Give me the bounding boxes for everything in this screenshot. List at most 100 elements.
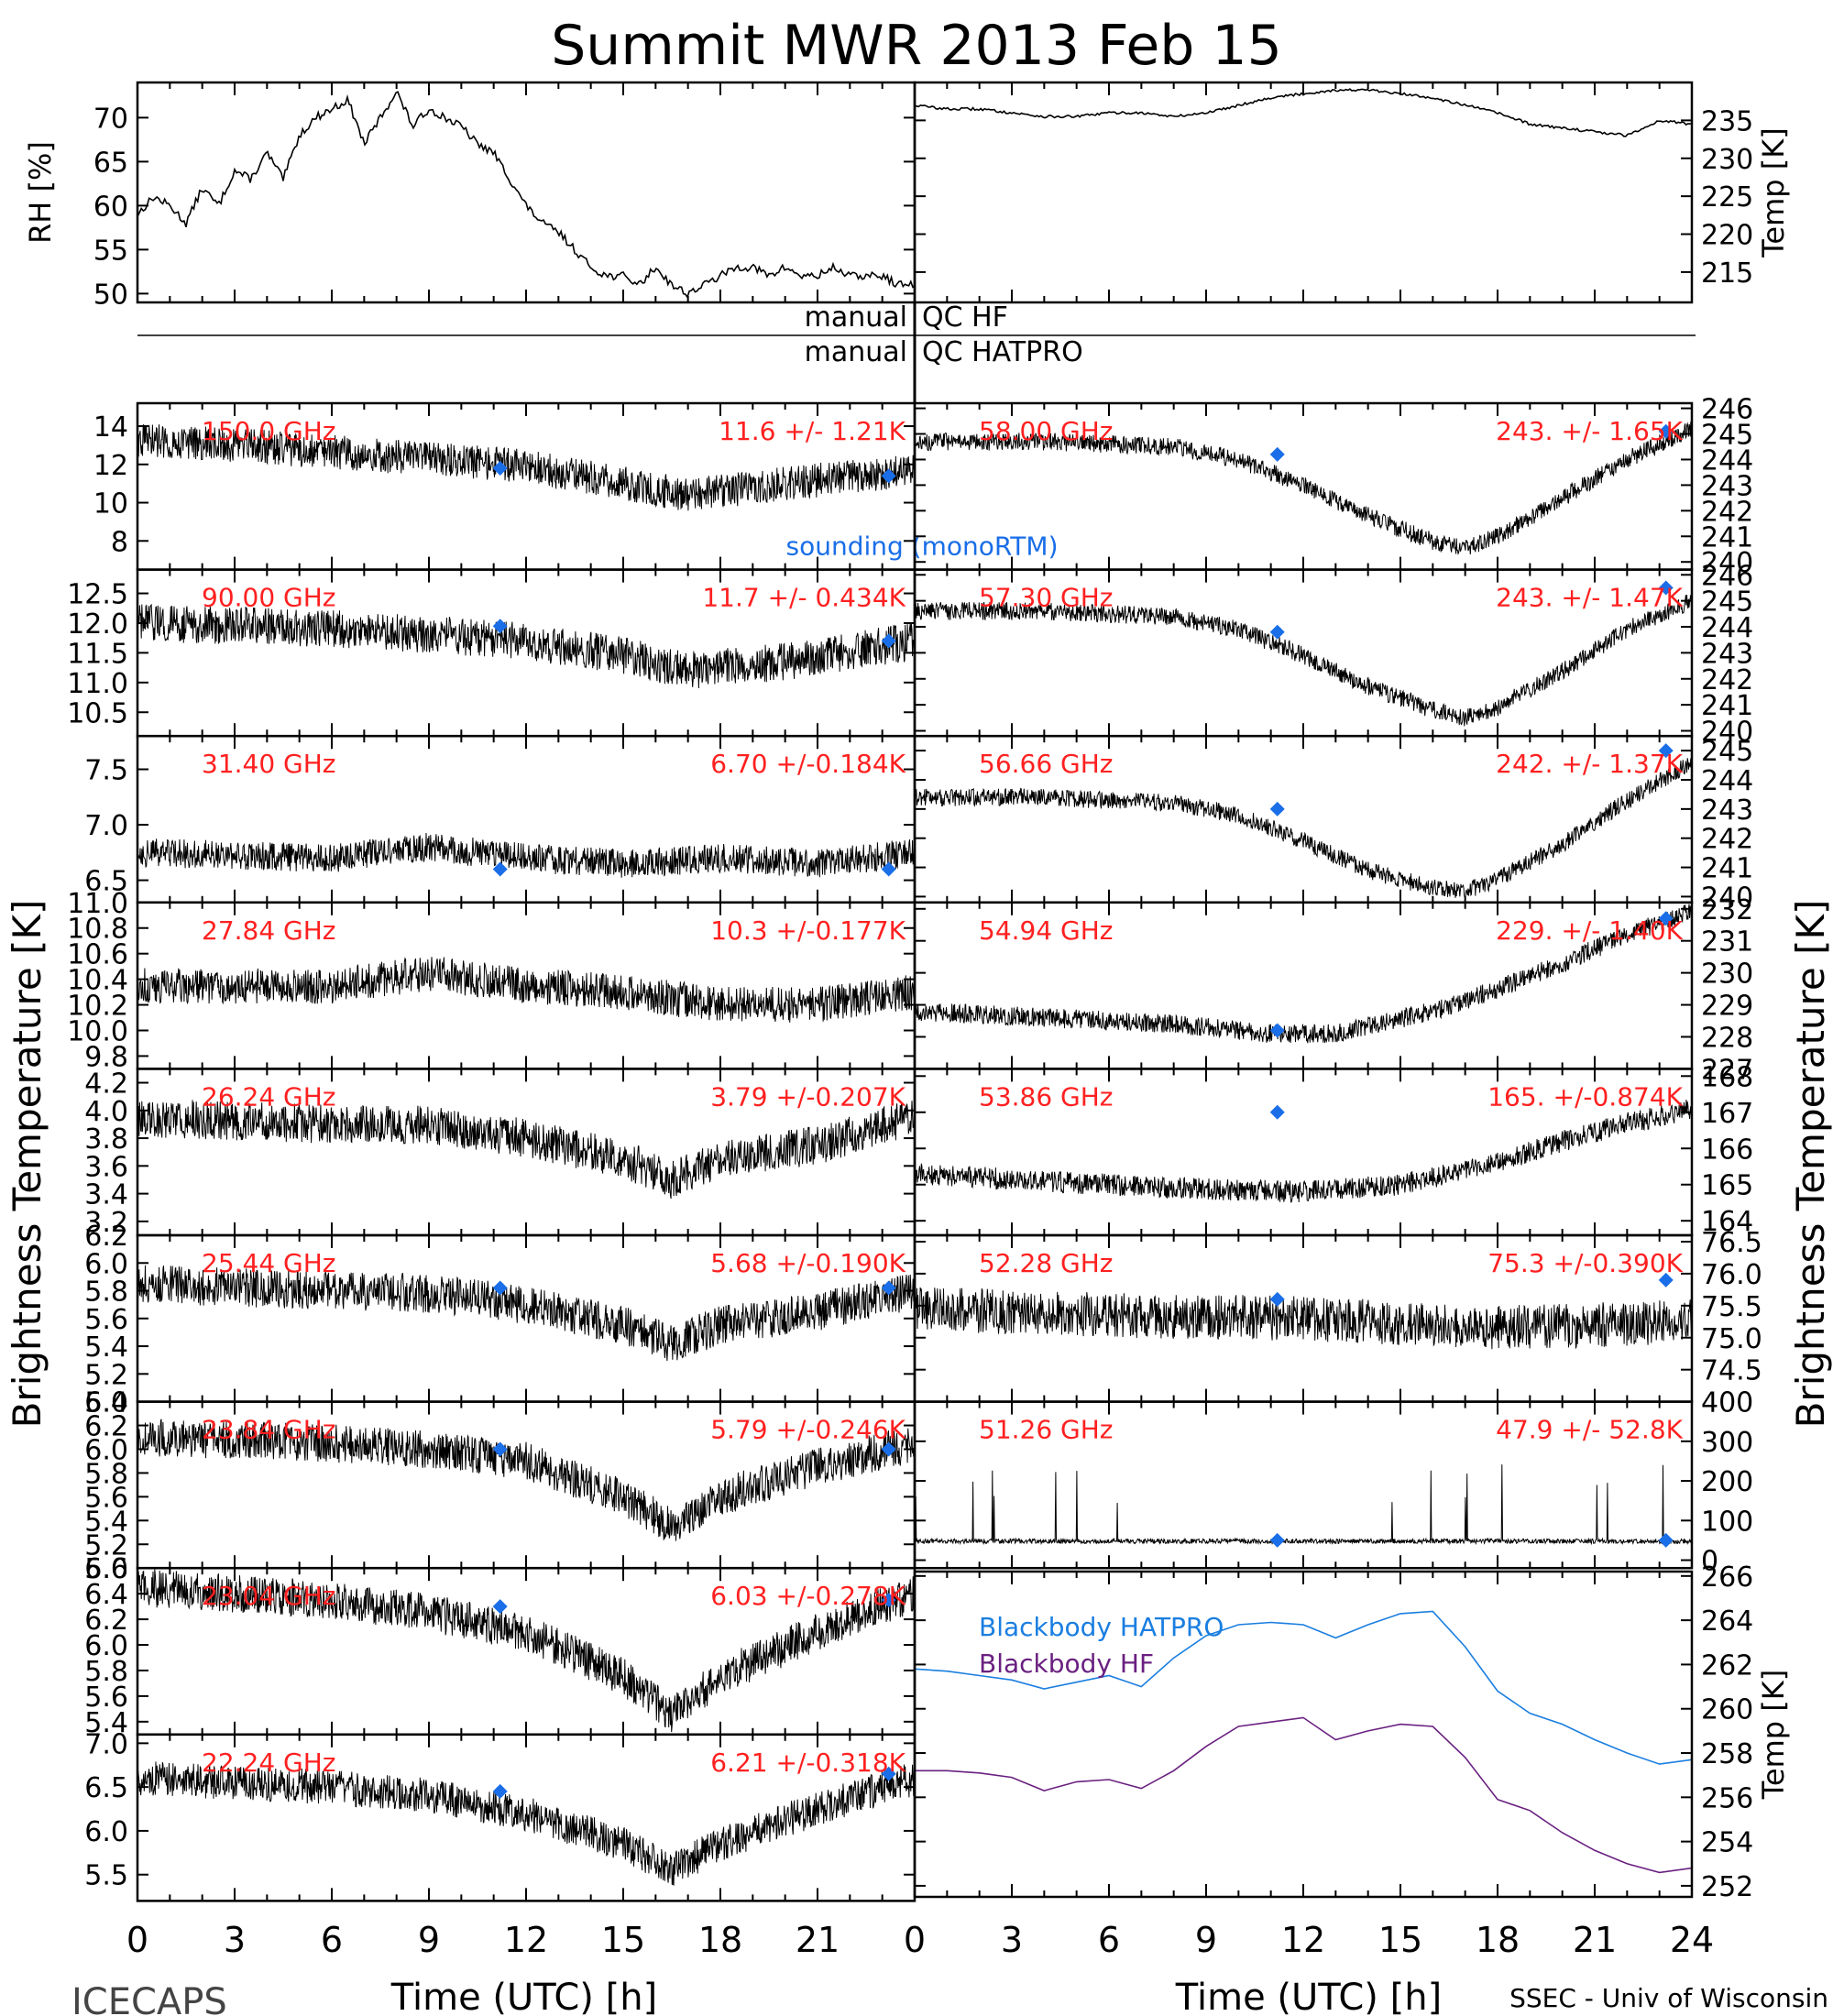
y-tick-label: 166 (1701, 1134, 1753, 1166)
panel-h5228: 74.575.075.576.076.5 52.28 GHz 75.3 +/-0.3… (913, 1227, 1762, 1403)
y-tick-label: 400 (1701, 1387, 1753, 1419)
sounding-marker (1658, 743, 1674, 759)
y-tick-label: 241 (1701, 690, 1753, 722)
y-tick-label: 12.5 (67, 579, 128, 611)
x-tick-label: 18 (1476, 1920, 1520, 1960)
plot-area-h5730 (915, 595, 1692, 727)
x-tick-label: 21 (1573, 1920, 1617, 1960)
qc-hatpro-prefix: manual (805, 336, 907, 368)
y-tick-label: 245 (1701, 736, 1753, 768)
y-tick-label: 242 (1701, 664, 1753, 696)
trace-h5386 (915, 1099, 1692, 1203)
y-tick-label: 4.2 (84, 1068, 128, 1101)
y-tick-label: 6.5 (84, 1772, 128, 1804)
plot-area-hf90 (137, 603, 915, 689)
plot-area-h2544 (137, 1265, 915, 1362)
y-tick-label: 244 (1701, 765, 1753, 797)
frequency-label: 23.84 GHz (202, 1415, 336, 1445)
y-tick-label: 5.6 (84, 1304, 128, 1336)
stats-label: 10.3 +/-0.177K (710, 915, 906, 946)
y-tick-label: 258 (1701, 1738, 1753, 1770)
y-tick-label: 200 (1701, 1466, 1753, 1498)
series-line-blackbody-hatpro (915, 1610, 1692, 1765)
y-tick-label: 10 (93, 488, 128, 520)
y-tick-label: 6.4 (84, 1387, 128, 1419)
frequency-label: 52.28 GHz (979, 1248, 1114, 1278)
y-tick-label: 5.4 (84, 1707, 128, 1739)
y-tick-label: 241 (1701, 521, 1753, 553)
frequency-label: 51.26 GHz (979, 1415, 1114, 1445)
y-tick-label: 230 (1701, 959, 1753, 991)
x-tick-label: 9 (1195, 1920, 1217, 1960)
plot-area-hf150 (137, 424, 915, 511)
y-tick-label: 7.5 (84, 755, 128, 787)
stats-label: 3.79 +/-0.207K (710, 1081, 906, 1112)
y-tick-label: 6.4 (84, 1579, 128, 1611)
x-tick-label: 0 (904, 1920, 926, 1960)
trace-h2224 (137, 1761, 915, 1886)
x-tick-label: 6 (321, 1920, 343, 1960)
panel-hf150: 8 10 12 14 150.0 GHz 11.6 +/- 1.21K (93, 401, 916, 571)
plot-area-h2784 (137, 957, 915, 1023)
plot-area-blackbody (915, 1610, 1692, 1874)
y-tick-label: 3.2 (84, 1207, 128, 1239)
sounding-marker (881, 1441, 896, 1457)
trace-h5126 (915, 1464, 1692, 1546)
sounding-marker (881, 861, 896, 877)
y-tick-label: 75.5 (1701, 1291, 1762, 1323)
trace-h5666 (915, 758, 1692, 899)
y-tick-label: 6.0 (84, 1434, 128, 1466)
x-tick-label: 3 (1001, 1920, 1023, 1960)
y-tick-label: 4.0 (84, 1096, 128, 1128)
sounding-marker (1658, 911, 1674, 926)
y-tick-label: 242 (1701, 824, 1753, 856)
x-tick-label: 15 (601, 1920, 645, 1960)
y-tick-label: 252 (1701, 1871, 1753, 1903)
y-tick-label: 240 (1701, 717, 1753, 749)
series-line-rh (137, 91, 915, 299)
y-tick-label: 5.8 (84, 1656, 128, 1688)
panel-h5126: 0 100 200 300 400 51.26 GHz 47.9 +/- 52.8K (913, 1387, 1753, 1578)
panel-blackbody: 252 254 256 258 260 262 264 266 Temp [K] Blackbod… (913, 1561, 1791, 1903)
x-tick-label: 3 (224, 1920, 246, 1960)
x-tick-label: 0 (126, 1920, 148, 1960)
frequency-label: 90.00 GHz (202, 583, 336, 613)
y-tick-label: 167 (1701, 1098, 1753, 1130)
y-tick-label: 6.2 (84, 1411, 128, 1443)
plot-area-h5494 (915, 904, 1692, 1044)
panel-h5386: 164 165 166 167 168 53.86 GHz 165. +/-0.874K (913, 1061, 1753, 1238)
stats-label: 11.7 +/- 0.434K (702, 583, 906, 613)
plot-area-h2384 (137, 1419, 915, 1541)
y-tick-label: 5.4 (84, 1331, 128, 1364)
y-tick-label: 230 (1701, 144, 1753, 176)
y-tick-label: 165 (1701, 1170, 1753, 1202)
y-tick-label: 3.6 (84, 1151, 128, 1183)
y-tick-label: 12.0 (67, 608, 128, 641)
plot-area-rh (137, 91, 915, 299)
figure-title: Summit MWR 2013 Feb 15 (551, 14, 1282, 78)
right-x-axis-title: Time (UTC) [h] (1175, 1977, 1442, 2016)
sounding-marker (881, 633, 896, 649)
y-tick-label: 227 (1701, 1054, 1753, 1086)
panel-h2224: 5.5 6.0 6.5 7.0 22.24 GHz 6.21 +/-0.318K (84, 1728, 916, 1902)
y-tick-label: 6.0 (84, 1630, 128, 1662)
frequency-label: 25.44 GHz (202, 1248, 336, 1278)
plot-area-h2224 (137, 1761, 915, 1886)
panel-h2624: 3.23.43.63.84.04.2 26.24 GHz 3.79 +/-0.207… (84, 1068, 916, 1239)
sounding-marker (881, 1766, 896, 1781)
plot-area-h5386 (915, 1099, 1692, 1203)
y-tick-label: 6.2 (84, 1221, 128, 1253)
legend-entry: Blackbody HATPRO (979, 1612, 1224, 1642)
y-tick-label: 6.0 (84, 1816, 128, 1848)
y-tick-label: 10.8 (67, 914, 128, 946)
y-tick-label: 256 (1701, 1782, 1753, 1814)
y-tick-label: 10.6 (67, 939, 128, 971)
x-tick-label: 12 (504, 1920, 548, 1960)
panel-h2784: 9.810.010.210.410.610.811.0 27.84 GHz 10.3… (67, 888, 916, 1073)
stats-label: 6.21 +/-0.318K (710, 1748, 906, 1778)
sounding-marker (1658, 1272, 1674, 1287)
y-tick-label: 70 (93, 103, 128, 135)
panel-rh: 50 55 60 65 70 RH [%] (23, 81, 916, 311)
